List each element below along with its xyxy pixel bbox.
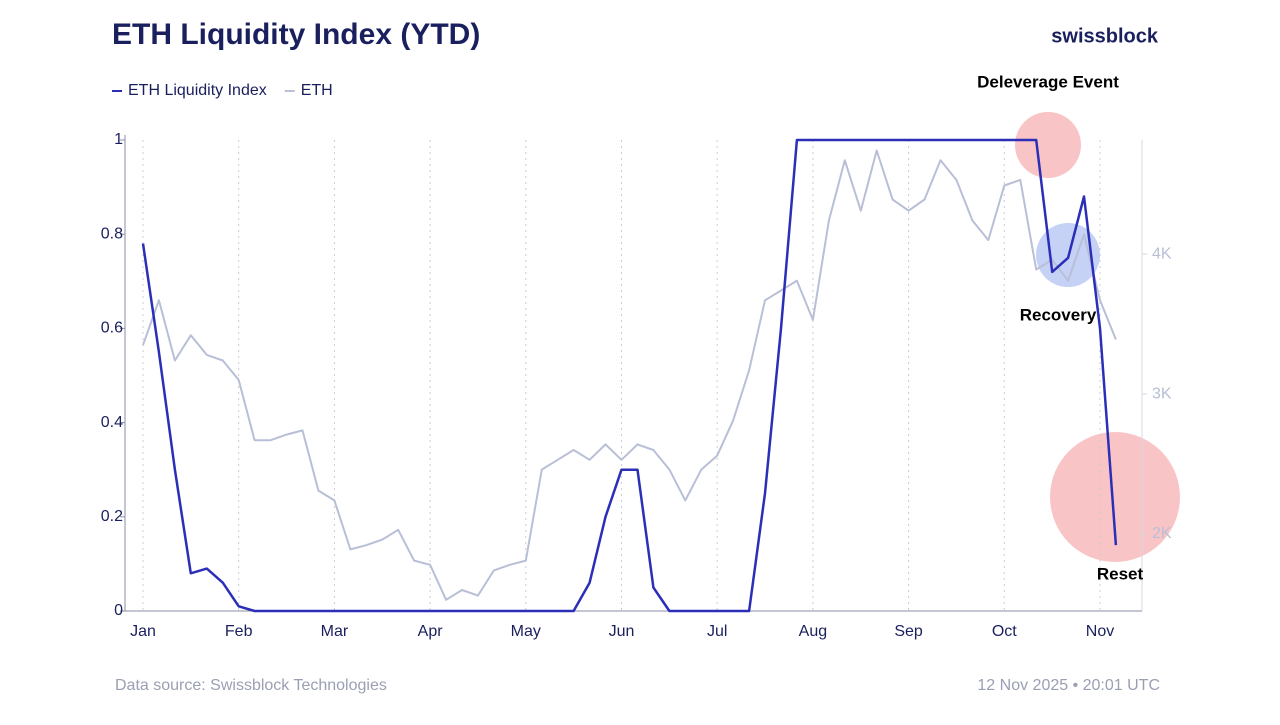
x-tick-label: Nov — [1086, 623, 1114, 640]
y2-tick-label: 2K — [1152, 525, 1172, 542]
legend-label: ETH Liquidity Index — [128, 82, 267, 99]
y-tick-label: 0.6 — [101, 320, 123, 337]
x-tick-label: May — [511, 623, 541, 640]
x-tick-label: Sep — [894, 623, 923, 640]
annotation: Deleverage Event — [977, 72, 1119, 91]
x-tick-label: Feb — [225, 623, 253, 640]
y-tick-label: 1 — [114, 131, 123, 148]
x-tick-label: Oct — [992, 623, 1017, 640]
y-tick-label: 0 — [114, 602, 123, 619]
y-tick-label: 0.4 — [101, 414, 123, 431]
series-line — [142, 149, 1117, 601]
chart-title: ETH Liquidity Index (YTD) — [112, 18, 480, 51]
deleverage-circle — [1015, 112, 1081, 178]
x-tick-label: Jan — [130, 623, 156, 640]
brand: swissblock — [1051, 25, 1159, 47]
legend-label: ETH — [301, 82, 333, 99]
y-tick-label: 0.2 — [101, 508, 123, 525]
x-tick-label: Mar — [321, 623, 349, 640]
y2-tick-label: 3K — [1152, 385, 1172, 402]
x-tick-label: Aug — [799, 623, 827, 640]
source: Data source: Swissblock Technologies — [115, 677, 387, 694]
x-tick-label: Jul — [707, 623, 727, 640]
annotation: Reset — [1097, 564, 1144, 583]
y2-tick-label: 4K — [1152, 245, 1172, 262]
annotation: Recovery — [1020, 305, 1097, 324]
x-tick-label: Apr — [418, 623, 444, 640]
x-tick-label: Jun — [609, 623, 635, 640]
series-line — [141, 138, 1118, 613]
plot: Jan Feb Mar Apr May Jun Jul Aug Sep Oct Nov 0 0.2 0.4… — [101, 82, 1172, 640]
y-tick-label: 0.8 — [101, 225, 123, 242]
reset-circle — [1050, 432, 1180, 562]
timestamp: 12 Nov 2025 • 20:01 UTC — [977, 677, 1160, 694]
